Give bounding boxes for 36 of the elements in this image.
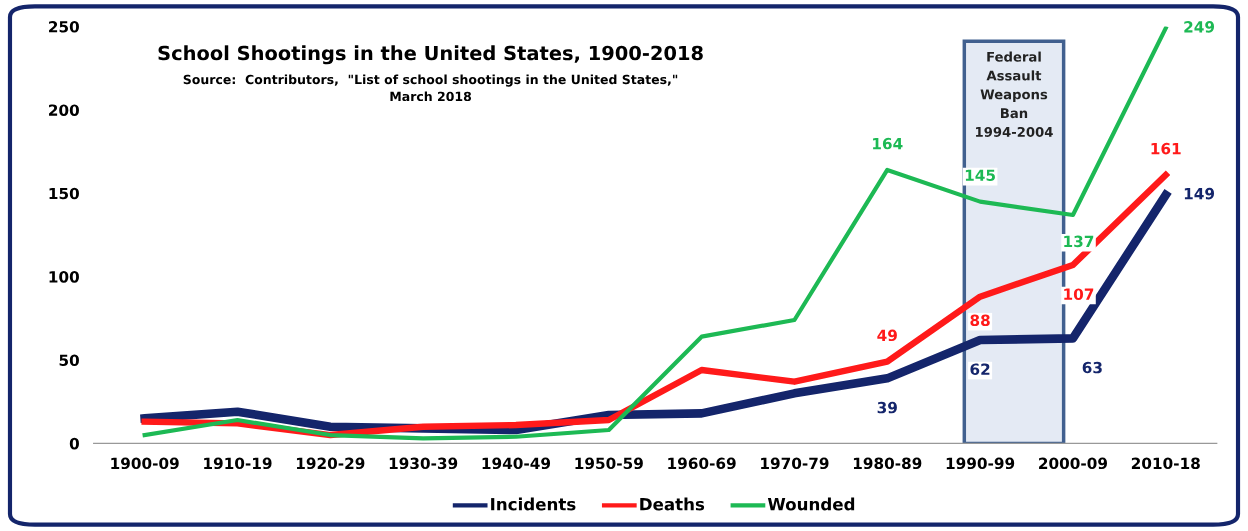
text: Source: Contributors, "List of school shootings in the United States," March 2018 [183, 74, 678, 102]
y-tick-label: 0 [69, 437, 79, 450]
x-tick-label: 1940-49 [482, 457, 551, 470]
x-tick-label: 1970-79 [761, 457, 829, 470]
x-tick-label: 1930-39 [389, 457, 458, 470]
x-tick-label: 1920-29 [296, 457, 365, 470]
data-label: 88 [970, 314, 990, 327]
y-tick-label: 50 [59, 354, 79, 367]
legend-label: Incidents [491, 497, 576, 511]
x-tick-label: 2010-18 [1131, 457, 1200, 470]
data-label: 49 [877, 329, 897, 342]
data-label: 164 [873, 137, 903, 150]
data-label: 137 [1064, 235, 1094, 248]
y-tick-label: 200 [49, 104, 79, 116]
data-label: 62 [970, 363, 990, 375]
data-label: 145 [965, 169, 995, 182]
data-label: 63 [1082, 361, 1102, 374]
data-label: 39 [877, 401, 897, 414]
band-label: Federal Assault Weapons Ban 1994-2004 [976, 51, 1053, 137]
x-tick-label: 1950-59 [575, 457, 643, 470]
x-tick-label: 1910-19 [204, 457, 272, 470]
x-tick-label: 1960-69 [668, 457, 736, 470]
data-label: 107 [1064, 288, 1094, 300]
data-label: 149 [1184, 187, 1215, 200]
data-label: 249 [1184, 21, 1215, 33]
legend-label: Deaths [640, 497, 705, 511]
x-tick-label: 2000-09 [1039, 457, 1107, 470]
data-label: 161 [1151, 142, 1181, 155]
y-tick-label: 250 [49, 21, 79, 33]
x-tick-label: 1980-89 [853, 457, 922, 470]
text: School Shootings in the United States, 1900-2018 [158, 45, 703, 65]
y-tick-label: 150 [49, 187, 79, 200]
x-tick-label: 1900-09 [111, 457, 179, 470]
legend-label: Wounded [767, 497, 855, 511]
x-tick-label: 1990-99 [946, 457, 1015, 470]
y-tick-label: 100 [49, 271, 79, 283]
